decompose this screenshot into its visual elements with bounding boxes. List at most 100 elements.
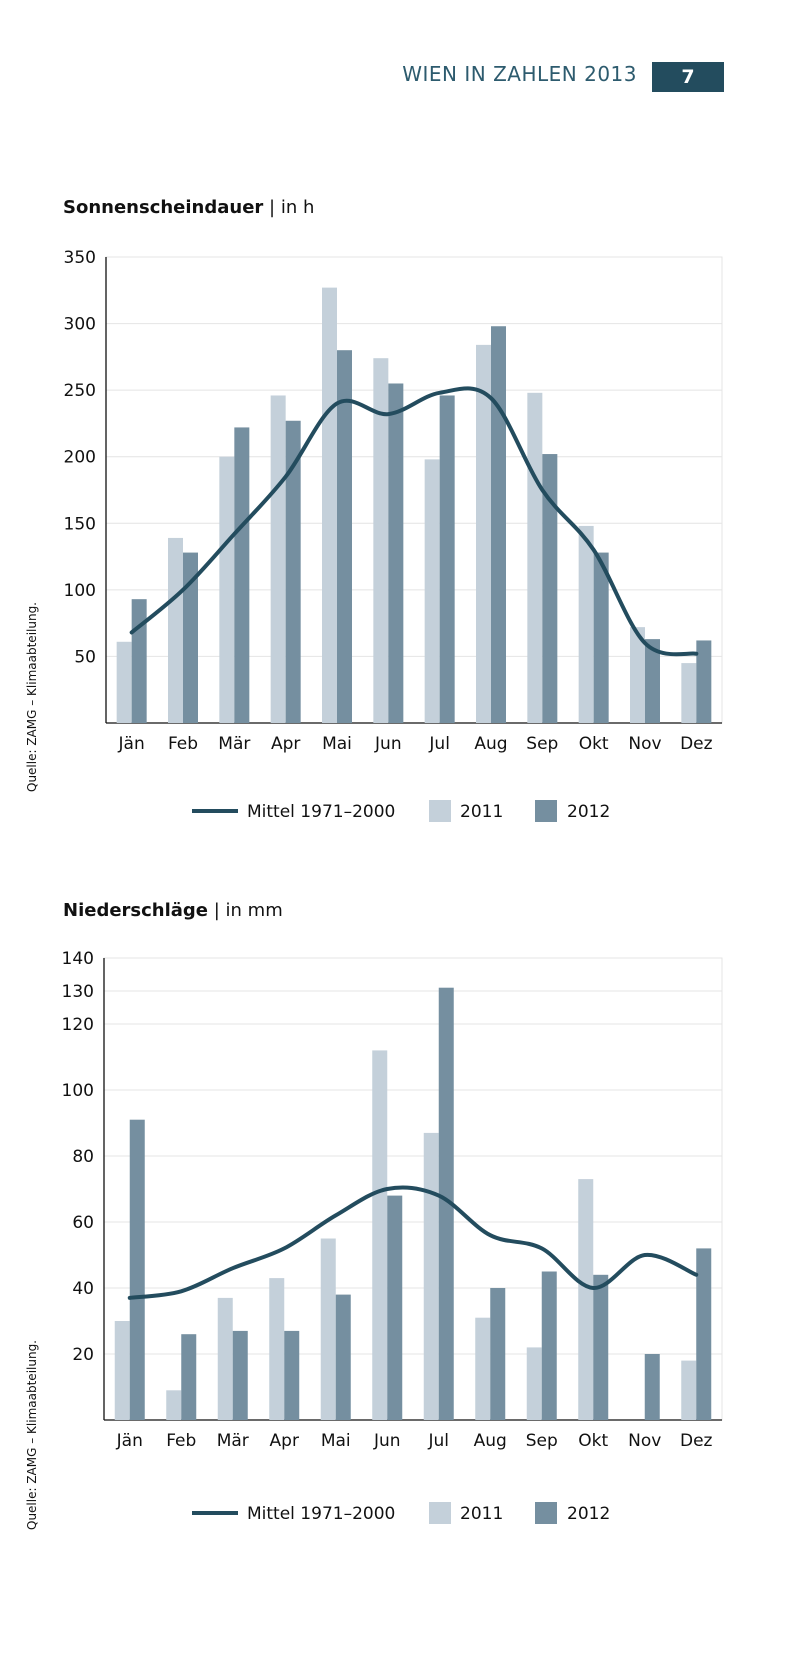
x-tick-label: Mär bbox=[217, 1431, 249, 1451]
bar-2011 bbox=[168, 537, 183, 723]
bar-2012 bbox=[181, 1334, 197, 1420]
bar-2012 bbox=[388, 383, 404, 723]
bar-2012 bbox=[285, 420, 301, 723]
bar-2011 bbox=[373, 358, 389, 723]
bar-2011 bbox=[114, 1321, 130, 1420]
y-tick-label: 300 bbox=[64, 315, 96, 335]
chart-title-main: Sonnenscheindauer bbox=[63, 197, 264, 218]
mean-line bbox=[127, 1185, 699, 1300]
bar-2011 bbox=[116, 641, 132, 723]
bar-2012 bbox=[593, 1274, 609, 1420]
legend-label: 2011 bbox=[460, 802, 503, 822]
x-tick-label: Aug bbox=[474, 734, 507, 754]
bar-2012 bbox=[593, 552, 609, 723]
x-tick-label: Apr bbox=[270, 1431, 299, 1451]
bar-2012 bbox=[232, 1330, 248, 1420]
page-header-title: WIEN IN ZAHLEN 2013 bbox=[402, 62, 637, 86]
legend-label: Mittel 1971–2000 bbox=[247, 1504, 395, 1524]
y-tick-label: 40 bbox=[72, 1279, 94, 1299]
y-tick-label: 50 bbox=[74, 647, 96, 667]
x-tick-label: Aug bbox=[474, 1431, 507, 1451]
bar-2011 bbox=[269, 1278, 285, 1420]
chart-title-unit: | in mm bbox=[208, 900, 283, 921]
mean-line bbox=[129, 386, 699, 657]
y-tick-label: 20 bbox=[72, 1345, 94, 1365]
bar-2012 bbox=[129, 1119, 145, 1420]
y-tick-label: 250 bbox=[64, 381, 96, 401]
bar-2012 bbox=[644, 1354, 660, 1420]
legend-swatch-2011 bbox=[429, 800, 451, 822]
chart-title-main: Niederschläge bbox=[63, 900, 209, 921]
bar-2012 bbox=[696, 1248, 712, 1420]
x-tick-label: Sep bbox=[526, 1431, 558, 1451]
x-tick-label: Nov bbox=[628, 1431, 661, 1451]
bar-2011 bbox=[322, 287, 337, 723]
bar-2011 bbox=[270, 395, 286, 723]
bar-2011 bbox=[217, 1297, 233, 1420]
x-tick-label: Apr bbox=[271, 734, 300, 754]
x-tick-label: Feb bbox=[168, 734, 198, 754]
y-tick-label: 350 bbox=[64, 248, 96, 268]
bar-2011 bbox=[372, 1050, 388, 1420]
bar-2012 bbox=[234, 427, 250, 723]
legend-label: 2012 bbox=[567, 802, 610, 822]
legend-swatch-2011 bbox=[429, 1502, 451, 1524]
bar-2011 bbox=[526, 1347, 542, 1420]
y-tick-label: 130 bbox=[62, 982, 94, 1002]
bar-2012 bbox=[491, 326, 506, 723]
bar-2011 bbox=[475, 1317, 491, 1420]
x-tick-label: Dez bbox=[680, 734, 713, 754]
chart-title-sunshine: Sonnenscheindauer | in h bbox=[63, 197, 314, 218]
x-tick-label: Jun bbox=[374, 734, 402, 754]
bar-2011 bbox=[166, 1390, 182, 1420]
y-tick-label: 140 bbox=[62, 949, 94, 969]
x-tick-label: Feb bbox=[166, 1431, 196, 1451]
x-tick-label: Mai bbox=[321, 1431, 351, 1451]
bar-2011 bbox=[320, 1238, 336, 1420]
y-tick-label: 150 bbox=[64, 514, 96, 534]
x-tick-label: Dez bbox=[680, 1431, 713, 1451]
bar-2011 bbox=[424, 459, 440, 723]
x-tick-label: Mär bbox=[218, 734, 250, 754]
x-tick-label: Jän bbox=[118, 734, 145, 754]
bar-2012 bbox=[696, 640, 712, 723]
bar-2011 bbox=[681, 663, 697, 723]
x-tick-label: Jun bbox=[373, 1431, 401, 1451]
bar-2011 bbox=[578, 525, 594, 723]
y-tick-label: 120 bbox=[62, 1015, 94, 1035]
x-tick-label: Okt bbox=[579, 734, 609, 754]
bar-2012 bbox=[284, 1330, 300, 1420]
bar-2012 bbox=[438, 987, 454, 1420]
page-number: 7 bbox=[652, 62, 724, 92]
y-tick-label: 80 bbox=[72, 1147, 94, 1167]
legend-swatch-2012 bbox=[535, 1502, 557, 1524]
x-tick-label: Mai bbox=[322, 734, 352, 754]
bar-2012 bbox=[541, 1271, 557, 1420]
bar-2012 bbox=[337, 350, 352, 723]
bar-2011 bbox=[423, 1132, 439, 1420]
legend-label: 2011 bbox=[460, 1504, 503, 1524]
bar-2012 bbox=[183, 552, 198, 723]
x-tick-label: Okt bbox=[578, 1431, 608, 1451]
precipitation-chart: 20 40 60 80 100 120 130 140 Jän Feb Mär Apr Mai Jun Ju… bbox=[62, 949, 723, 1524]
bar-2012 bbox=[490, 1288, 506, 1420]
legend-label: Mittel 1971–2000 bbox=[247, 802, 395, 822]
x-tick-label: Jul bbox=[428, 734, 450, 754]
y-tick-label: 60 bbox=[72, 1213, 94, 1233]
y-tick-label: 100 bbox=[64, 581, 96, 601]
legend-label: 2012 bbox=[567, 1504, 610, 1524]
chart-title-unit: | in h bbox=[263, 197, 315, 218]
bar-2012 bbox=[542, 454, 558, 723]
x-tick-label: Jul bbox=[427, 1431, 449, 1451]
bar-2012 bbox=[387, 1195, 403, 1420]
y-tick-label: 200 bbox=[64, 448, 96, 468]
bar-2012 bbox=[439, 395, 455, 723]
chart-title-precipitation: Niederschläge | in mm bbox=[63, 900, 283, 921]
bar-2012 bbox=[645, 639, 660, 723]
x-tick-label: Jän bbox=[116, 1431, 143, 1451]
bar-2011 bbox=[578, 1179, 594, 1420]
x-tick-label: Nov bbox=[628, 734, 661, 754]
bar-2011 bbox=[476, 344, 491, 723]
bar-2011 bbox=[681, 1360, 697, 1420]
bar-2011 bbox=[630, 627, 645, 723]
